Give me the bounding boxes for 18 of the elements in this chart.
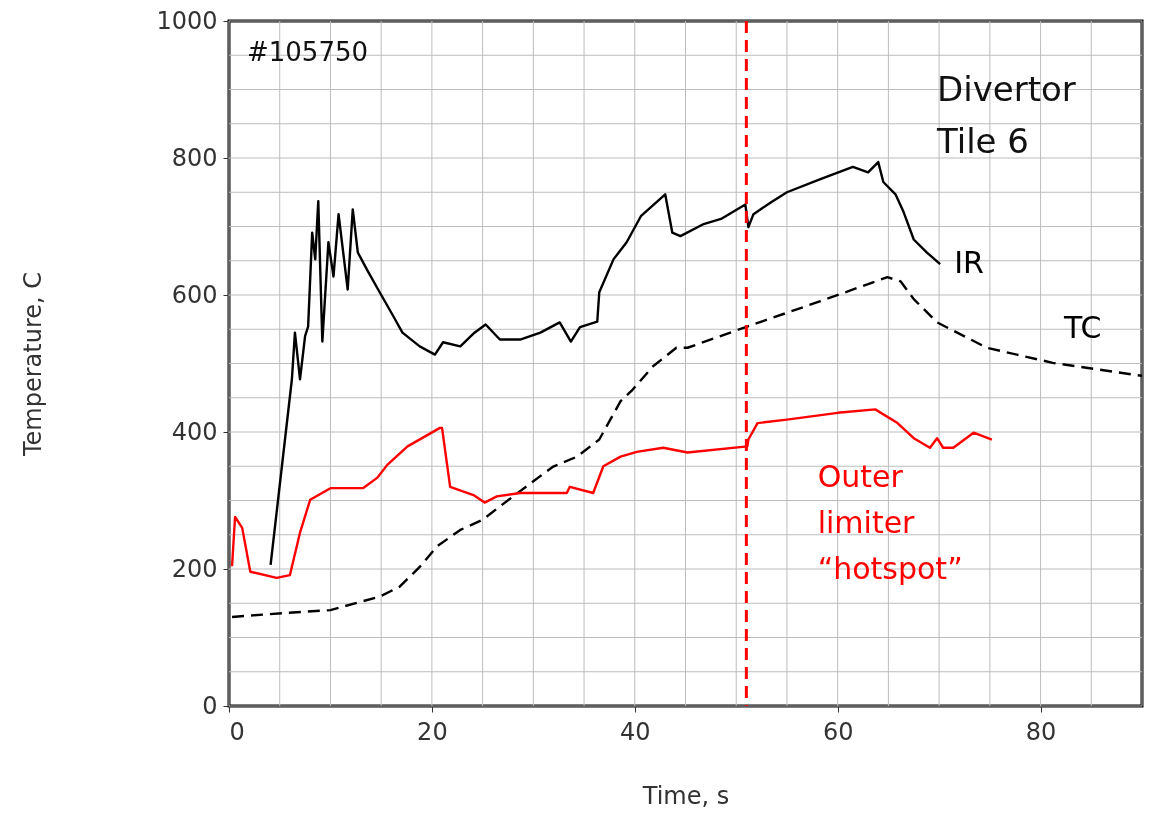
x-tick-label: 40 xyxy=(620,717,651,746)
y-tick-label: 400 xyxy=(171,417,218,446)
x-tick-label: 20 xyxy=(417,717,448,746)
y-tick-label: 800 xyxy=(171,143,218,172)
series-label: Outer limiter “hotspot” xyxy=(817,458,963,586)
x-axis-title: Time, s xyxy=(641,781,730,810)
annotation: Divertor Tile 6 xyxy=(936,69,1076,161)
series-label: TC xyxy=(1062,309,1102,345)
y-tick-label: 0 xyxy=(202,691,218,720)
x-tick-label: 80 xyxy=(1025,717,1057,746)
y-axis-title: Temperature, C xyxy=(19,271,48,458)
y-tick-label: 600 xyxy=(171,280,218,309)
x-tick-label: 60 xyxy=(822,717,854,746)
series-label: IR xyxy=(954,245,984,281)
y-tick-label: 200 xyxy=(171,554,218,583)
y-tick-label: 1000 xyxy=(156,6,218,35)
x-tick-label: 0 xyxy=(229,717,245,746)
annotation: #105750 xyxy=(247,37,369,67)
